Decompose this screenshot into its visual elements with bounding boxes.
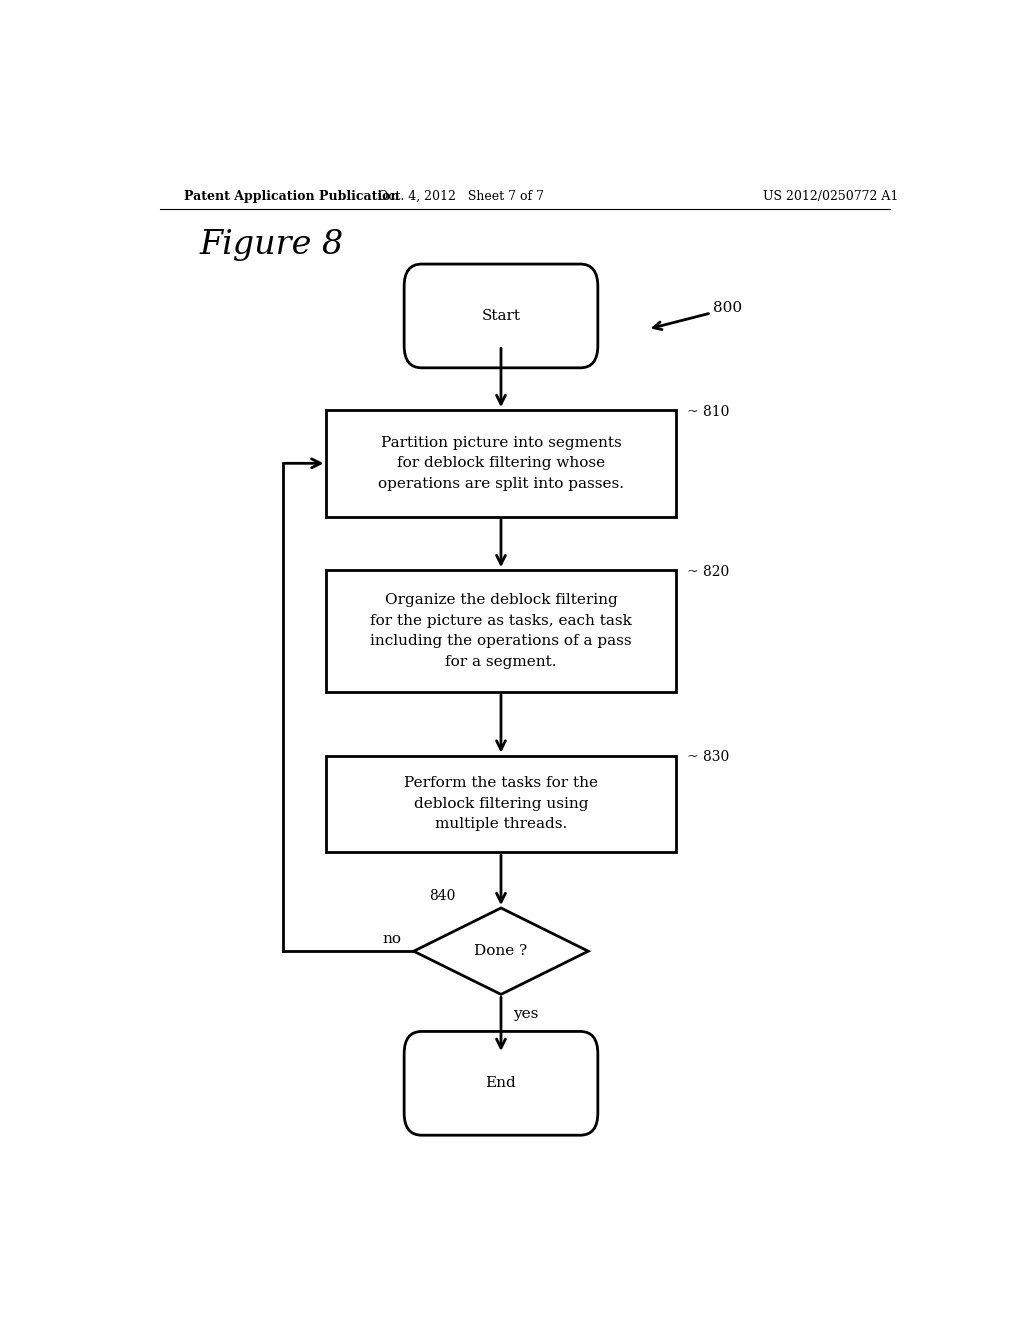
Text: End: End — [485, 1076, 516, 1090]
Text: Figure 8: Figure 8 — [200, 228, 344, 261]
Text: Done ?: Done ? — [474, 944, 527, 958]
Text: ~ 820: ~ 820 — [687, 565, 730, 579]
Text: Organize the deblock filtering
for the picture as tasks, each task
including the: Organize the deblock filtering for the p… — [370, 593, 632, 669]
Bar — [327, 411, 676, 516]
Text: 840: 840 — [430, 888, 456, 903]
Text: ~ 830: ~ 830 — [687, 751, 730, 764]
Text: US 2012/0250772 A1: US 2012/0250772 A1 — [763, 190, 898, 202]
Text: yes: yes — [513, 1007, 539, 1020]
Text: Patent Application Publication: Patent Application Publication — [183, 190, 399, 202]
Polygon shape — [414, 908, 588, 994]
FancyBboxPatch shape — [404, 1031, 598, 1135]
Text: Perform the tasks for the
deblock filtering using
multiple threads.: Perform the tasks for the deblock filter… — [404, 776, 598, 832]
FancyBboxPatch shape — [404, 264, 598, 368]
Text: no: no — [383, 932, 401, 946]
Text: Start: Start — [481, 309, 520, 323]
Text: ~ 810: ~ 810 — [687, 405, 730, 418]
Text: Partition picture into segments
for deblock filtering whose
operations are split: Partition picture into segments for debl… — [378, 436, 624, 491]
Bar — [327, 570, 676, 692]
Text: Oct. 4, 2012   Sheet 7 of 7: Oct. 4, 2012 Sheet 7 of 7 — [378, 190, 545, 202]
Text: 800: 800 — [713, 301, 741, 314]
Bar — [327, 755, 676, 853]
